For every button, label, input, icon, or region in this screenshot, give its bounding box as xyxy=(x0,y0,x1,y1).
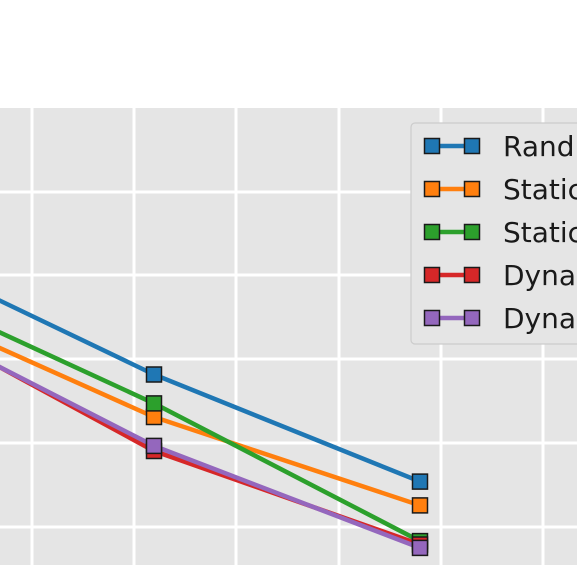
legend-marker-right-1 xyxy=(463,180,481,198)
series-layer xyxy=(0,298,429,557)
legend-label-4: Dyna xyxy=(503,302,576,335)
legend-label-2: Static xyxy=(503,216,577,249)
legend-entries: Rand Static Static Dyna Dyna xyxy=(423,130,577,335)
series-4-marker-1 xyxy=(145,437,163,455)
legend-label-0: Rand xyxy=(503,130,575,163)
series-2-marker-1 xyxy=(145,395,163,412)
legend-marker-left-1 xyxy=(423,180,441,198)
legend-marker-left-0 xyxy=(423,137,441,155)
legend-marker-right-0 xyxy=(463,137,481,155)
legend: Rand Static Static Dyna Dyna xyxy=(410,122,577,345)
series-0-marker-2 xyxy=(411,473,429,490)
legend-marker-left-4 xyxy=(423,309,441,327)
legend-label-3: Dyna xyxy=(503,259,576,292)
series-1-marker-2 xyxy=(411,497,429,514)
gridlines xyxy=(0,108,577,565)
legend-box xyxy=(410,122,577,345)
legend-marker-right-3 xyxy=(463,266,481,284)
series-4-marker-2 xyxy=(411,539,429,557)
legend-marker-left-2 xyxy=(423,223,441,241)
series-0-marker-1 xyxy=(145,366,163,383)
series-1-marker-1 xyxy=(145,408,163,426)
legend-marker-right-2 xyxy=(463,223,481,241)
legend-marker-left-3 xyxy=(423,266,441,284)
legend-marker-right-4 xyxy=(463,309,481,327)
legend-label-1: Static xyxy=(503,173,577,206)
